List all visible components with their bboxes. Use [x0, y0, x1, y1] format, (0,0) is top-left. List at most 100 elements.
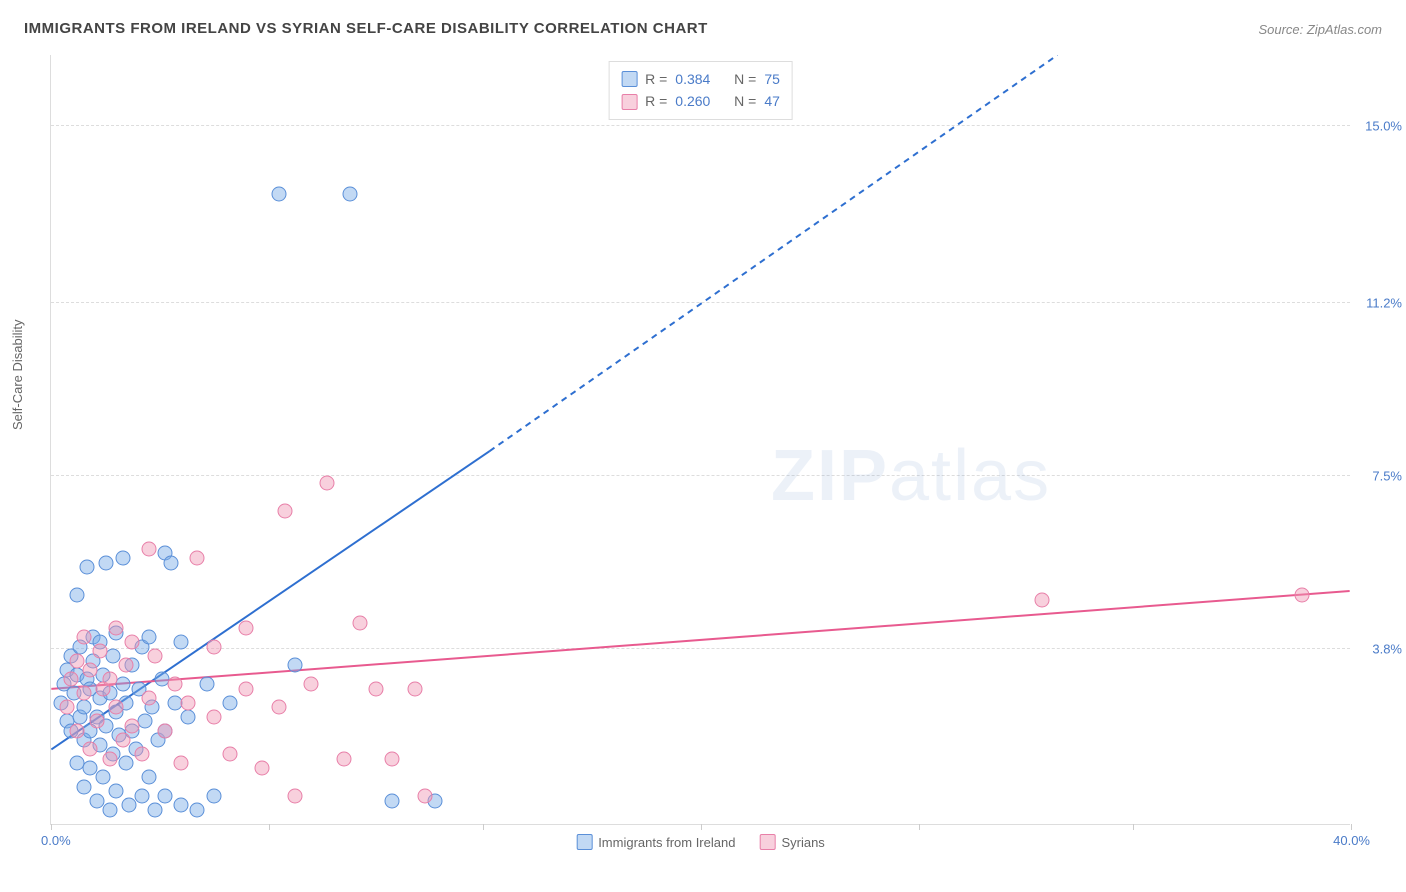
correlation-legend: R = 0.384 N = 75 R = 0.260 N = 47: [608, 61, 793, 120]
scatter-point-ireland: [141, 630, 156, 645]
scatter-point-ireland: [115, 551, 130, 566]
scatter-point-syrians: [180, 695, 195, 710]
scatter-point-ireland: [174, 798, 189, 813]
scatter-point-syrians: [83, 663, 98, 678]
legend-row-syrians: R = 0.260 N = 47: [621, 90, 780, 112]
legend-item-syrians: Syrians: [759, 834, 824, 850]
scatter-point-syrians: [83, 742, 98, 757]
x-tick: [51, 824, 52, 830]
scatter-point-syrians: [125, 719, 140, 734]
r-value-syrians: 0.260: [675, 90, 710, 112]
scatter-point-ireland: [190, 803, 205, 818]
scatter-point-syrians: [408, 681, 423, 696]
scatter-point-ireland: [99, 555, 114, 570]
scatter-point-syrians: [320, 476, 335, 491]
y-tick-label: 7.5%: [1372, 469, 1402, 484]
scatter-point-ireland: [102, 803, 117, 818]
scatter-point-ireland: [141, 770, 156, 785]
scatter-point-ireland: [206, 789, 221, 804]
scatter-point-ireland: [180, 709, 195, 724]
scatter-point-ireland: [385, 793, 400, 808]
scatter-point-ireland: [109, 784, 124, 799]
gridline-h: 7.5%: [51, 475, 1350, 476]
y-axis-label: Self-Care Disability: [10, 319, 25, 430]
source-label: Source: ZipAtlas.com: [1258, 22, 1382, 37]
x-tick: [1133, 824, 1134, 830]
scatter-point-ireland: [222, 695, 237, 710]
legend-label-ireland: Immigrants from Ireland: [598, 835, 735, 850]
scatter-point-syrians: [239, 681, 254, 696]
scatter-point-syrians: [222, 747, 237, 762]
scatter-point-syrians: [60, 700, 75, 715]
watermark-light: atlas: [889, 436, 1051, 516]
trend-lines-svg: [51, 55, 1350, 824]
scatter-point-syrians: [125, 635, 140, 650]
scatter-point-ireland: [79, 560, 94, 575]
x-tick: [1351, 824, 1352, 830]
legend-label-syrians: Syrians: [781, 835, 824, 850]
trend-line: [51, 591, 1349, 689]
scatter-point-syrians: [141, 691, 156, 706]
scatter-point-syrians: [135, 747, 150, 762]
n-prefix: N =: [734, 90, 756, 112]
scatter-point-syrians: [115, 733, 130, 748]
watermark: ZIPatlas: [771, 435, 1051, 517]
x-tick: [269, 824, 270, 830]
plot-area: ZIPatlas R = 0.384 N = 75 R = 0.260 N = …: [50, 55, 1350, 825]
swatch-syrians: [621, 94, 637, 110]
gridline-h: 3.8%: [51, 648, 1350, 649]
scatter-point-ireland: [174, 635, 189, 650]
x-axis-min-label: 0.0%: [41, 833, 71, 848]
scatter-point-ireland: [271, 187, 286, 202]
scatter-point-syrians: [157, 723, 172, 738]
chart-title: IMMIGRANTS FROM IRELAND VS SYRIAN SELF-C…: [24, 20, 708, 37]
scatter-point-ireland: [118, 756, 133, 771]
gridline-h: 15.0%: [51, 125, 1350, 126]
scatter-point-ireland: [138, 714, 153, 729]
gridline-h: 11.2%: [51, 302, 1350, 303]
scatter-point-syrians: [1295, 588, 1310, 603]
scatter-point-ireland: [157, 789, 172, 804]
scatter-point-ireland: [122, 798, 137, 813]
scatter-point-syrians: [336, 751, 351, 766]
scatter-point-ireland: [343, 187, 358, 202]
scatter-point-syrians: [76, 630, 91, 645]
scatter-point-syrians: [1035, 593, 1050, 608]
r-prefix: R =: [645, 68, 667, 90]
scatter-point-syrians: [287, 789, 302, 804]
legend-item-ireland: Immigrants from Ireland: [576, 834, 735, 850]
legend-row-ireland: R = 0.384 N = 75: [621, 68, 780, 90]
watermark-bold: ZIP: [771, 436, 889, 516]
x-tick: [483, 824, 484, 830]
series-legend: Immigrants from Ireland Syrians: [576, 834, 825, 850]
scatter-point-ireland: [76, 779, 91, 794]
scatter-point-ireland: [164, 555, 179, 570]
swatch-syrians-bottom: [759, 834, 775, 850]
scatter-point-ireland: [287, 658, 302, 673]
r-value-ireland: 0.384: [675, 68, 710, 90]
scatter-point-syrians: [63, 672, 78, 687]
scatter-point-syrians: [190, 551, 205, 566]
scatter-point-syrians: [148, 649, 163, 664]
scatter-point-syrians: [206, 639, 221, 654]
scatter-point-syrians: [239, 621, 254, 636]
scatter-point-ireland: [70, 588, 85, 603]
swatch-ireland-bottom: [576, 834, 592, 850]
scatter-point-syrians: [385, 751, 400, 766]
y-tick-label: 15.0%: [1365, 119, 1402, 134]
n-value-ireland: 75: [764, 68, 780, 90]
scatter-point-syrians: [70, 723, 85, 738]
x-axis-max-label: 40.0%: [1333, 833, 1370, 848]
scatter-point-syrians: [109, 700, 124, 715]
scatter-point-ireland: [115, 677, 130, 692]
scatter-point-syrians: [89, 714, 104, 729]
n-value-syrians: 47: [764, 90, 780, 112]
scatter-point-ireland: [135, 789, 150, 804]
scatter-point-syrians: [255, 761, 270, 776]
scatter-point-syrians: [174, 756, 189, 771]
scatter-point-syrians: [76, 686, 91, 701]
scatter-point-syrians: [278, 504, 293, 519]
scatter-point-syrians: [102, 672, 117, 687]
scatter-point-ireland: [200, 677, 215, 692]
scatter-point-syrians: [304, 677, 319, 692]
